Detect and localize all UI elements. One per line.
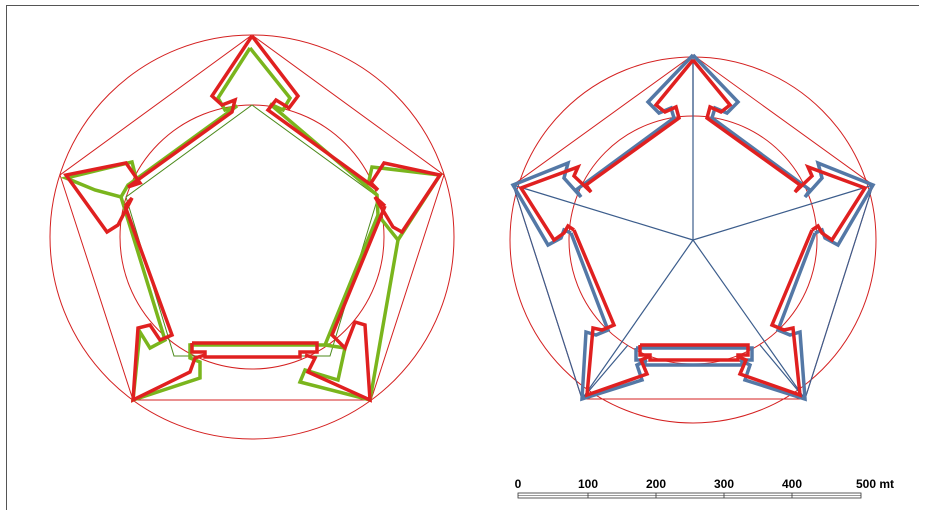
scale-tick-0: 0	[515, 477, 522, 491]
right-radial-guides	[512, 55, 874, 400]
scale-tick-400: 400	[782, 477, 802, 491]
left-inner-circle	[119, 104, 385, 370]
left-outer-pentagon	[59, 34, 445, 401]
left-fort-plan	[49, 34, 455, 440]
right-fort-plan	[509, 53, 877, 424]
scale-tick-500: 500 mt	[856, 477, 894, 491]
right-blue-bastion-trace	[510, 53, 876, 402]
right-outer-pentagon	[512, 54, 874, 400]
drawing-frame	[6, 5, 919, 510]
left-red-bastion-trace	[62, 34, 443, 403]
right-red-bastion-trace	[518, 58, 868, 398]
scale-tick-100: 100	[578, 477, 598, 491]
left-green-bastion-trace	[60, 46, 443, 403]
scale-bar: 0 100 200 300 400 500 mt	[515, 477, 894, 499]
scale-tick-200: 200	[646, 477, 666, 491]
scale-tick-300: 300	[714, 477, 734, 491]
